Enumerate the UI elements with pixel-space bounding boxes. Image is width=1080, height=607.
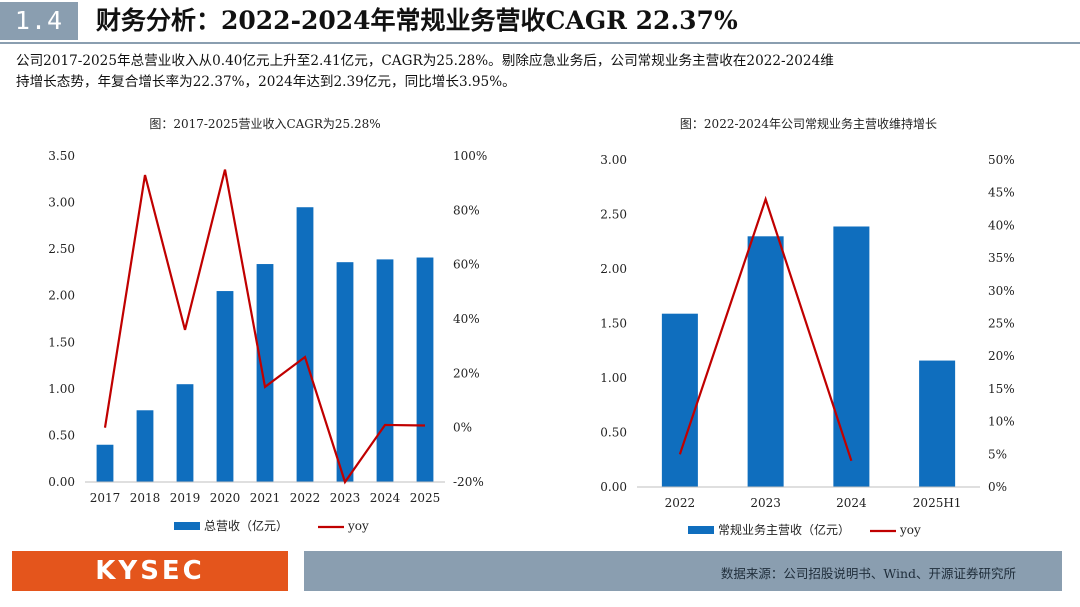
y-right-tick-label: 10% (988, 415, 1015, 429)
bar-2022 (296, 207, 314, 482)
x-tick-label: 2023 (330, 491, 361, 505)
x-tick-label: 2017 (90, 491, 121, 505)
data-source: 数据来源：公司招股说明书、Wind、开源证券研究所 (720, 566, 1016, 581)
header-divider (0, 42, 1080, 44)
bar-2024 (833, 226, 870, 488)
page-title: 财务分析：2022-2024年常规业务营收CAGR 22.37% (96, 6, 738, 35)
y-right-tick-label: 0% (453, 421, 472, 435)
bar-2025h1 (919, 360, 956, 487)
y-left-tick-label: 1.50 (48, 335, 75, 349)
y-right-tick-label: 80% (453, 203, 480, 217)
x-tick-label: 2024 (836, 496, 867, 510)
y-left-tick-label: 2.50 (48, 242, 75, 256)
legend-line-label: yoy (899, 523, 921, 537)
chart-title: 图：2022-2024年公司常规业务主营收维持增长 (680, 116, 937, 131)
x-tick-label: 2023 (750, 496, 781, 510)
footer-logo-bar: KYSEC (12, 551, 288, 591)
bar-2022 (661, 313, 698, 487)
summary-line-2: 持增长态势，年复合增长率为22.37%，2024年达到2.39亿元，同比增长3.… (16, 74, 516, 90)
y-left-tick-label: 0.00 (48, 475, 75, 489)
bar-2023 (336, 262, 354, 482)
kysec-logo: KYSEC (95, 556, 205, 586)
legend-line-label: yoy (347, 519, 369, 533)
y-right-tick-label: 40% (988, 218, 1015, 232)
y-left-tick-label: 0.00 (600, 480, 627, 494)
y-right-tick-label: 60% (453, 258, 480, 272)
x-tick-label: 2021 (250, 491, 281, 505)
bar-2019 (176, 384, 194, 482)
y-right-tick-label: 40% (453, 312, 480, 326)
regular-revenue-chart-2022-2025h1: 图：2022-2024年公司常规业务主营收维持增长 0.00 0.50 1.00 1.5… (600, 116, 1015, 537)
section-header: 1.4 财务分析：2022-2024年常规业务营收CAGR 22.37% (0, 0, 1080, 44)
x-tick-label: 2022 (665, 496, 696, 510)
x-tick-label: 2018 (130, 491, 161, 505)
x-tick-label: 2025 (410, 491, 441, 505)
y-left-tick-label: 2.00 (48, 289, 75, 303)
y-right-tick-label: 35% (988, 251, 1015, 265)
section-number: 1.4 (0, 2, 78, 40)
y-right-tick-label: 100% (453, 149, 487, 163)
bar-2023 (747, 236, 784, 487)
yoy-line (678, 195, 853, 462)
y-left-tick-label: 2.00 (600, 262, 627, 276)
y-left-tick-label: 0.50 (48, 428, 75, 442)
y-left-tick-label: 3.00 (600, 153, 627, 167)
x-tick-label: 2025H1 (913, 496, 962, 510)
y-left-tick-label: 2.50 (600, 208, 627, 222)
bar-2017 (96, 444, 114, 482)
y-right-tick-label: 45% (988, 186, 1015, 200)
footer-source-bar: 数据来源：公司招股说明书、Wind、开源证券研究所 (304, 551, 1062, 591)
legend-bar-swatch (174, 522, 200, 530)
bar-2021 (256, 264, 274, 482)
y-left-tick-label: 0.50 (600, 426, 627, 440)
yoy-line (103, 169, 426, 485)
legend-bar-label: 常规业务主营收（亿元） (718, 522, 850, 537)
y-right-tick-label: -20% (453, 475, 484, 489)
summary-text: 公司2017-2025年总营业收入从0.40亿元上升至2.41亿元，CAGR为2… (16, 51, 1066, 93)
y-right-tick-label: 0% (988, 480, 1007, 494)
y-right-tick-label: 50% (988, 153, 1015, 167)
x-tick-label: 2020 (210, 491, 241, 505)
y-right-tick-label: 15% (988, 382, 1015, 396)
bar-2018 (136, 410, 154, 482)
legend-bar-label: 总营收（亿元） (204, 518, 288, 533)
x-tick-label: 2022 (290, 491, 321, 505)
legend-bar-swatch (688, 526, 714, 534)
y-right-tick-label: 20% (453, 366, 480, 380)
y-left-tick-label: 1.00 (48, 382, 75, 396)
y-left-tick-label: 3.50 (48, 149, 75, 163)
y-left-tick-label: 1.50 (600, 317, 627, 331)
revenue-chart-2017-2025: 图：2017-2025营业收入CAGR为25.28% 0.00 0.50 1.00 1.… (48, 117, 487, 533)
summary-line-1: 公司2017-2025年总营业收入从0.40亿元上升至2.41亿元，CAGR为2… (16, 53, 834, 69)
y-right-tick-label: 5% (988, 447, 1007, 461)
y-left-tick-label: 1.00 (600, 371, 627, 385)
bar-2020 (216, 291, 234, 482)
y-right-tick-label: 25% (988, 317, 1015, 331)
y-right-tick-label: 30% (988, 284, 1015, 298)
y-right-tick-label: 20% (988, 349, 1015, 363)
bar-2024 (376, 259, 394, 482)
x-tick-label: 2024 (370, 491, 401, 505)
x-tick-label: 2019 (170, 491, 201, 505)
y-left-tick-label: 3.00 (48, 196, 75, 210)
chart-title: 图：2017-2025营业收入CAGR为25.28% (149, 117, 380, 131)
